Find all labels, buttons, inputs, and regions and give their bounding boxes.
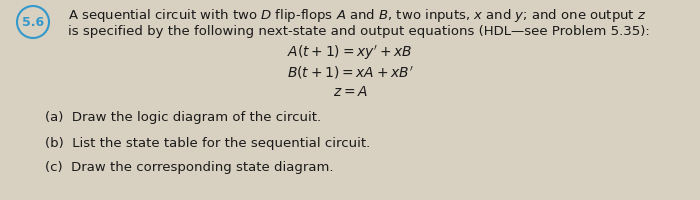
Text: $z = A$: $z = A$	[332, 85, 368, 99]
Text: (a)  Draw the logic diagram of the circuit.: (a) Draw the logic diagram of the circui…	[45, 112, 321, 124]
Text: A sequential circuit with two $D$ flip-flops $A$ and $B$, two inputs, $x$ and $y: A sequential circuit with two $D$ flip-f…	[68, 6, 647, 23]
Text: $A(t + 1) = xy' + xB$: $A(t + 1) = xy' + xB$	[287, 44, 413, 62]
Text: (c)  Draw the corresponding state diagram.: (c) Draw the corresponding state diagram…	[45, 162, 333, 174]
Text: $B(t + 1) = xA + xB'$: $B(t + 1) = xA + xB'$	[287, 65, 413, 81]
Text: (b)  List the state table for the sequential circuit.: (b) List the state table for the sequent…	[45, 137, 370, 150]
Text: 5.6: 5.6	[22, 16, 44, 28]
Text: is specified by the following next-state and output equations (HDL—see Problem 5: is specified by the following next-state…	[68, 25, 650, 38]
